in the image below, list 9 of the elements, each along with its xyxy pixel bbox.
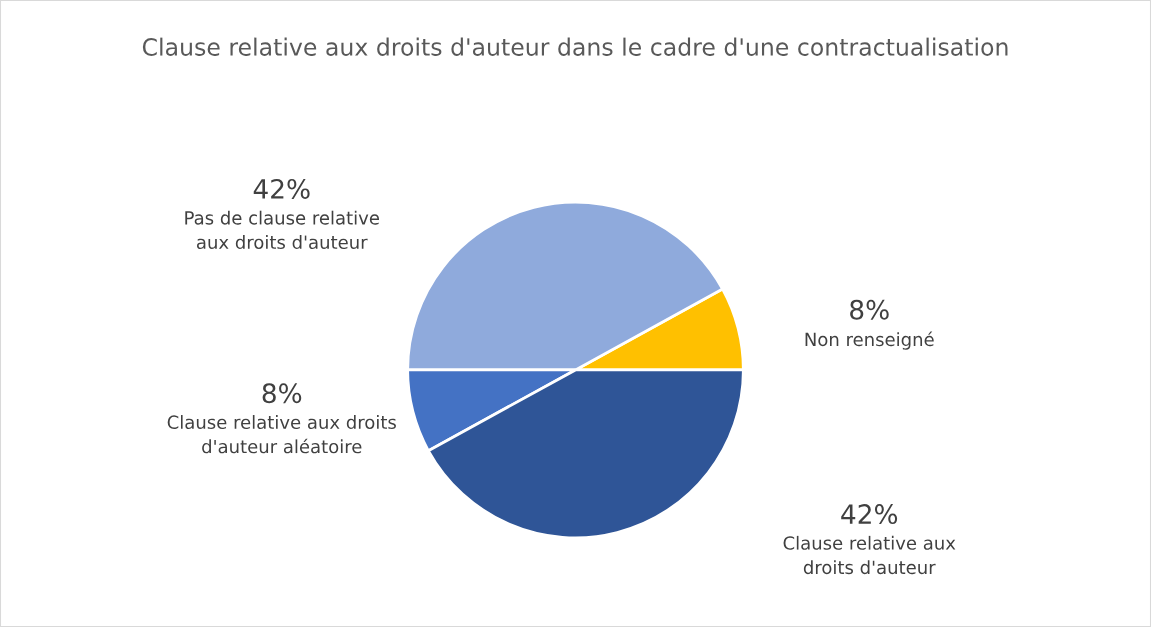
data-label: 42%	[253, 178, 310, 199]
data-label: 8%	[262, 383, 302, 404]
slice-label: Pas de clause relative aux droits d'auteur	[185, 210, 379, 250]
data-label: 42%	[841, 504, 898, 525]
slice-label: Clause relative aux droits d'auteur aléatoire	[167, 415, 396, 454]
slice-label: Non renseigné	[805, 331, 934, 350]
chart-title: Clause relative aux droits d'auteur dans le cadre d'une contractualisation	[142, 37, 1008, 56]
data-label: 8%	[850, 299, 889, 320]
slice-label: Clause relative aux droits d'auteur	[783, 535, 956, 575]
